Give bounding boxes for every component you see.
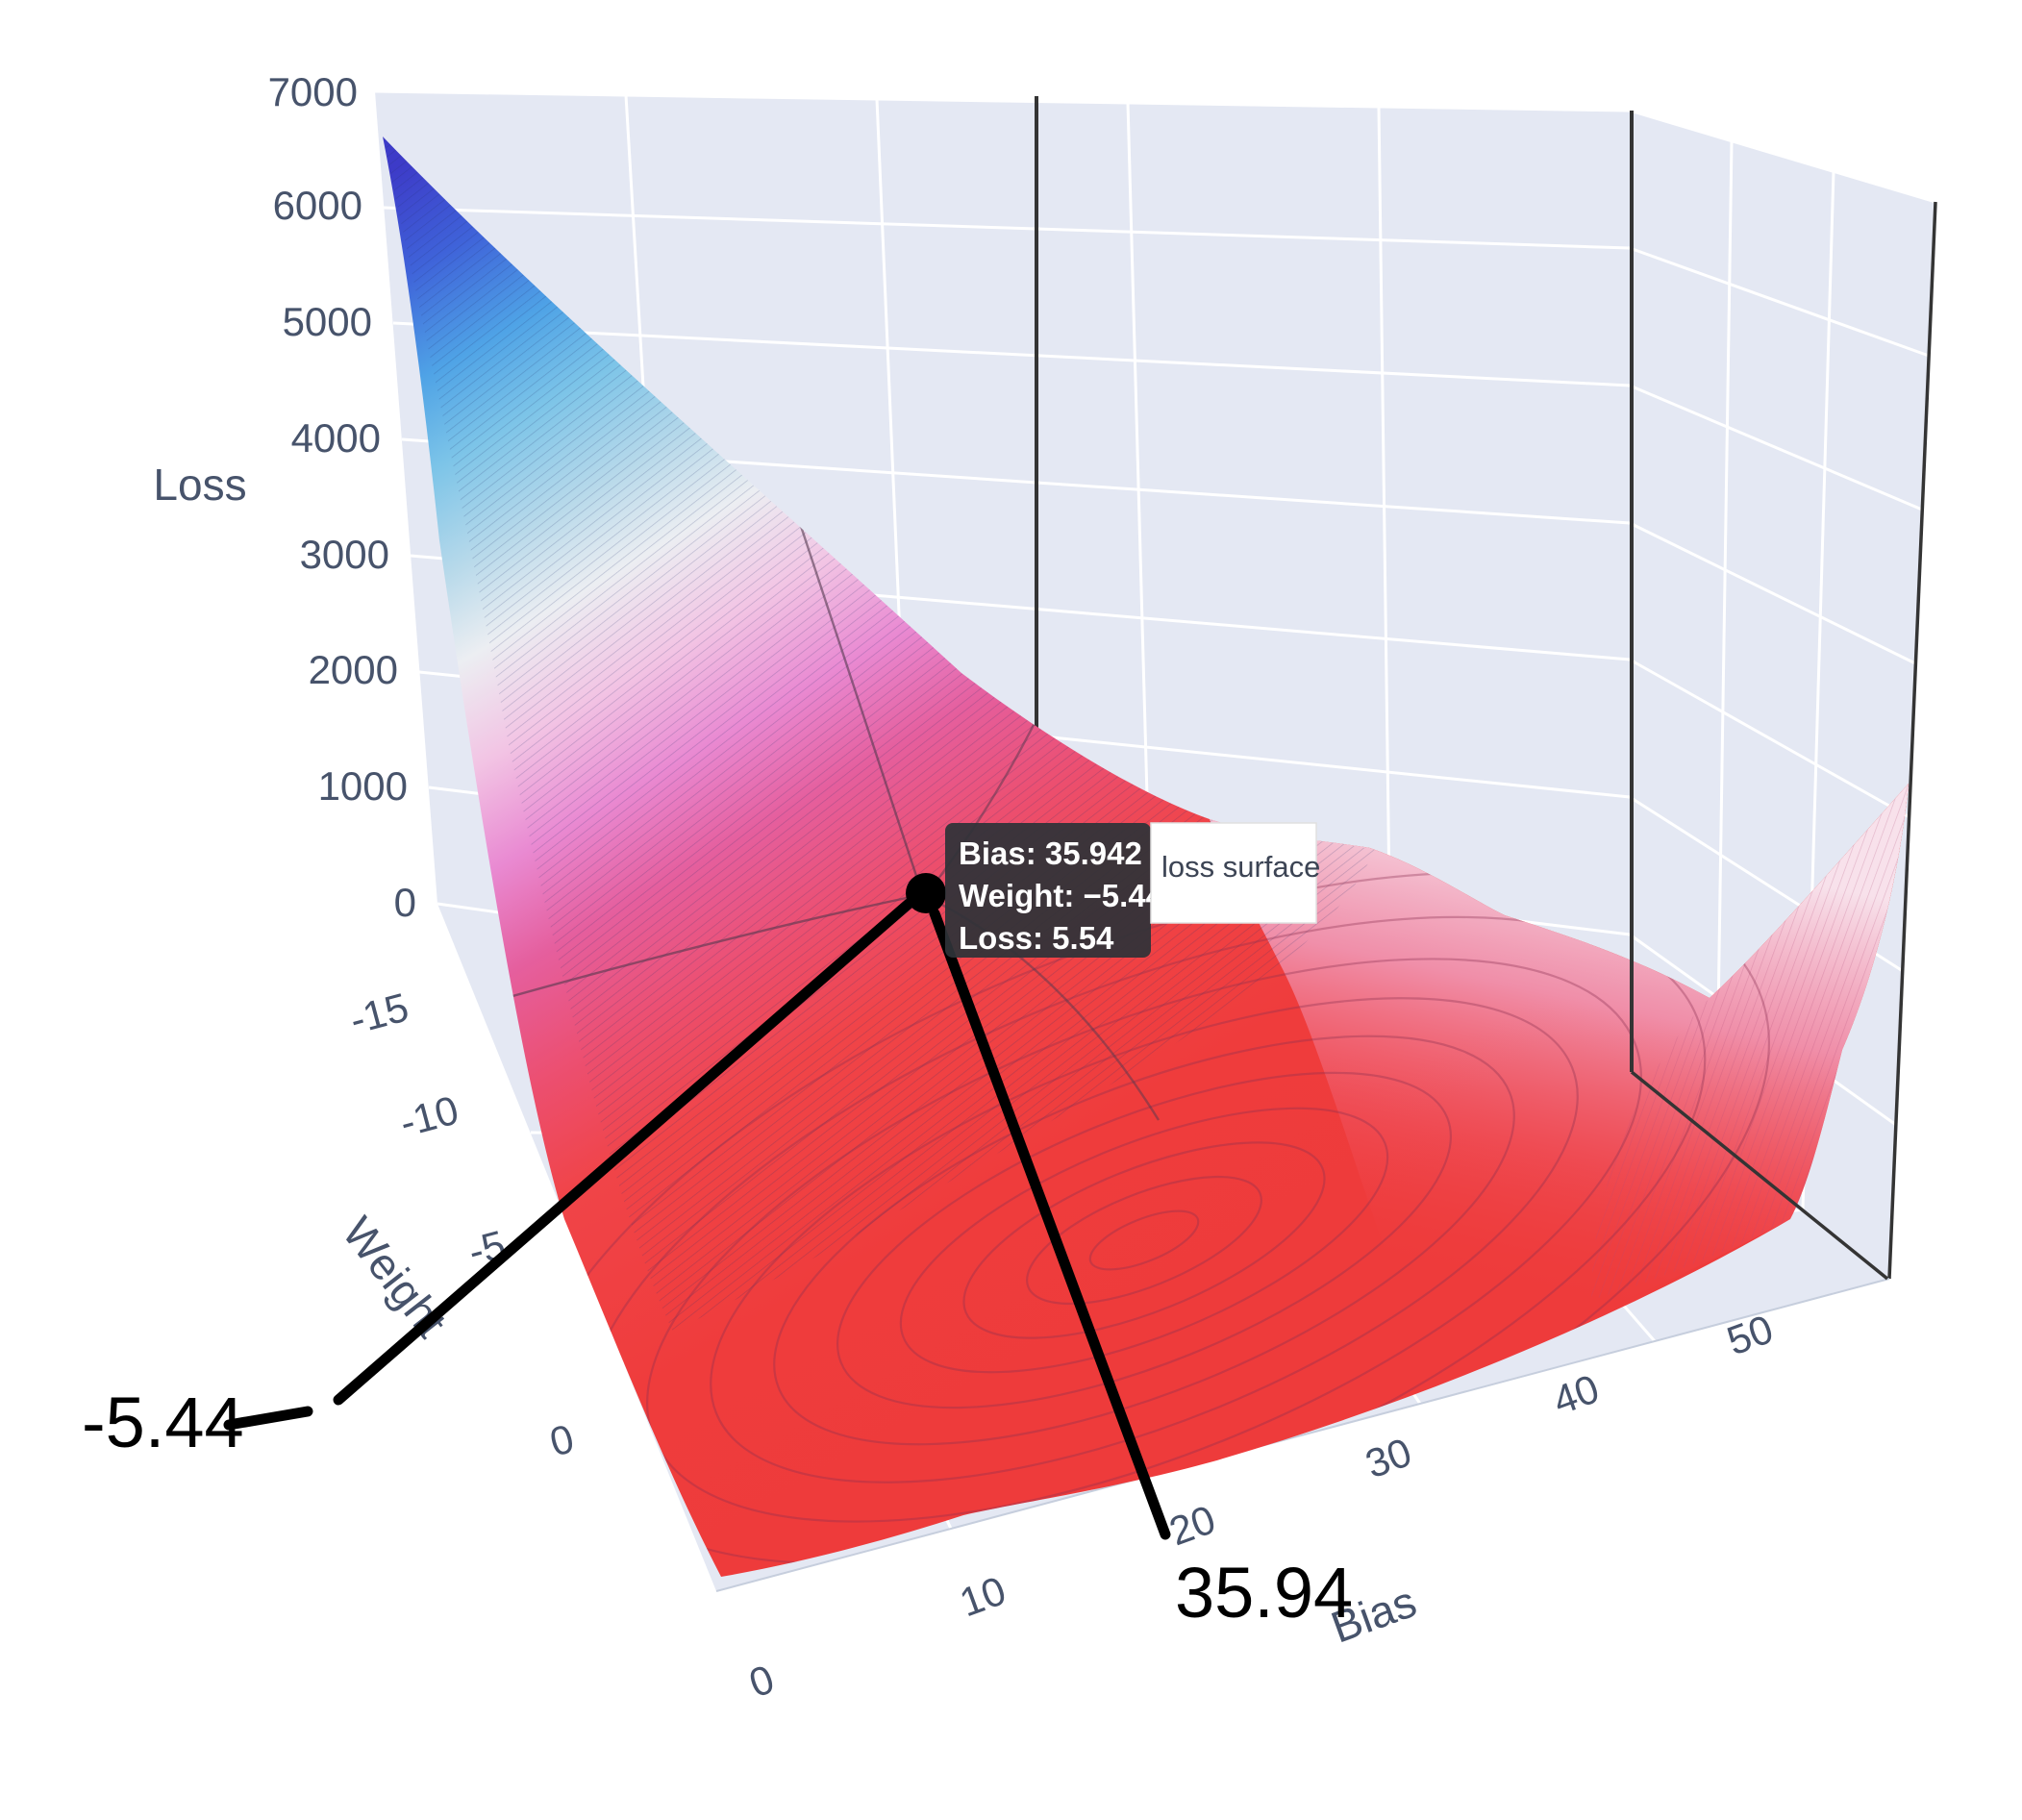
weight-callout-dash [223,1406,313,1431]
hover-point-marker [906,873,946,913]
tooltip-loss-line: Loss: 5.54 [959,920,1114,956]
tooltip-bias-line: Bias: 35.942 [959,835,1142,871]
bias-callout-line [929,908,1171,1540]
tooltip-trace-box [1150,822,1317,924]
z-tick-5000: 5000 [283,299,372,344]
z-axis: 7000 6000 5000 4000 3000 2000 1000 0 Los… [153,69,416,925]
z-tick-2000: 2000 [309,647,398,692]
z-tick-3000: 3000 [300,532,389,577]
floor-right-edge-line [1630,1070,1889,1281]
floor-front-edge [715,1278,1890,1592]
tooltip-box [945,823,1151,958]
bias-annotation: 35.94 [1175,1553,1353,1633]
z-tick-4000: 4000 [291,415,381,461]
z-tick-0: 0 [394,880,416,925]
weight-callout-line [333,898,914,1406]
hover-tooltip: Bias: 35.942 Weight: −5.44 Loss: 5.54 lo… [945,822,1320,958]
annotation-callouts: -5.44 35.94 [82,898,1353,1633]
z-tick-1000: 1000 [318,763,408,809]
right-front-edge-line [1887,201,1937,1280]
weight-annotation: -5.44 [82,1383,244,1462]
z-tick-7000: 7000 [268,69,358,114]
z-tick-6000: 6000 [273,183,362,228]
surface-texture [383,137,1909,1577]
tooltip-weight-line: Weight: −5.44 [959,878,1164,913]
z-axis-title: Loss [153,460,246,510]
tooltip-trace-label: loss surface [1161,850,1320,884]
